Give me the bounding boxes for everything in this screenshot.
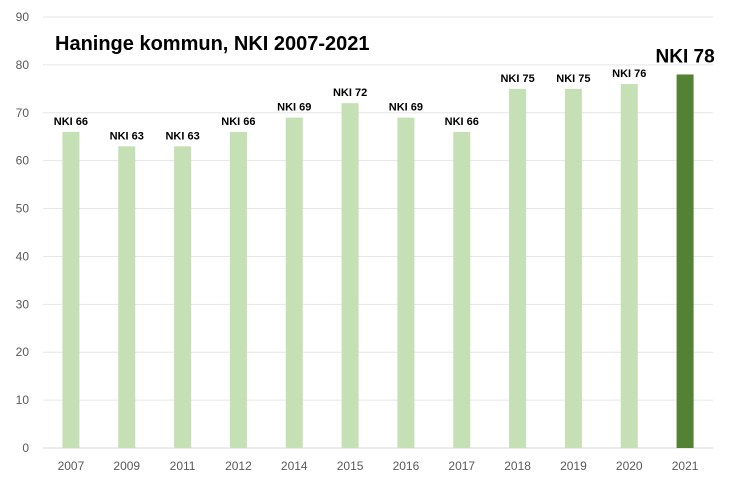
data-label: NKI 76 — [612, 68, 646, 80]
y-tick-label: 60 — [16, 154, 30, 168]
bar — [564, 88, 582, 448]
data-label: NKI 66 — [54, 116, 88, 128]
data-label: NKI 63 — [110, 130, 144, 142]
bar — [285, 117, 303, 449]
bar — [620, 84, 638, 449]
y-tick-label: 30 — [16, 297, 30, 311]
x-tick-label: 2012 — [225, 459, 252, 473]
bars — [62, 74, 694, 449]
bar — [62, 131, 80, 448]
data-labels: NKI 66 NKI 63 NKI 63 NKI 66 NKI 69 NKI 72 NKI … — [54, 46, 715, 142]
data-label: NKI 78 — [656, 46, 715, 67]
bar — [341, 103, 359, 448]
data-label: NKI 75 — [556, 73, 590, 85]
y-tick-label: 20 — [16, 345, 30, 359]
data-label: NKI 66 — [221, 116, 255, 128]
bar — [118, 146, 136, 449]
x-tick-label: 2016 — [393, 459, 420, 473]
bar-highlighted — [676, 74, 694, 448]
data-label: NKI 63 — [165, 130, 199, 142]
y-tick-label: 80 — [16, 58, 30, 72]
data-label: NKI 72 — [333, 87, 367, 99]
data-label: NKI 66 — [445, 116, 479, 128]
y-tick-label: 90 — [16, 10, 30, 24]
y-tick-label: 70 — [16, 106, 30, 120]
x-tick-label: 2014 — [281, 459, 308, 473]
bar — [174, 146, 192, 449]
data-label: NKI 69 — [389, 102, 423, 114]
x-tick-label: 2017 — [448, 459, 475, 473]
x-tick-label: 2019 — [560, 459, 587, 473]
y-tick-label: 0 — [22, 441, 29, 455]
chart-title: Haninge kommun, NKI 2007-2021 — [55, 33, 370, 55]
y-axis: 0 10 20 30 40 50 60 70 80 90 — [16, 10, 30, 455]
bar — [397, 117, 415, 449]
x-tick-label: 2018 — [504, 459, 531, 473]
x-tick-label: 2011 — [170, 459, 196, 473]
y-tick-label: 50 — [16, 202, 30, 216]
x-tick-label: 2020 — [616, 459, 643, 473]
data-label: NKI 69 — [277, 102, 311, 114]
x-tick-label: 2007 — [58, 459, 85, 473]
y-tick-label: 10 — [16, 393, 30, 407]
y-tick-label: 40 — [16, 249, 30, 263]
bar — [229, 131, 247, 448]
data-label: NKI 75 — [500, 73, 534, 85]
x-axis: 2007 2009 2011 2012 2014 2015 2016 2017 2018 2019… — [58, 459, 699, 473]
x-tick-label: 2009 — [113, 459, 140, 473]
bar — [453, 131, 471, 448]
x-tick-label: 2021 — [672, 459, 699, 473]
bar — [509, 88, 527, 448]
x-tick-label: 2015 — [337, 459, 364, 473]
gridlines — [43, 16, 713, 449]
